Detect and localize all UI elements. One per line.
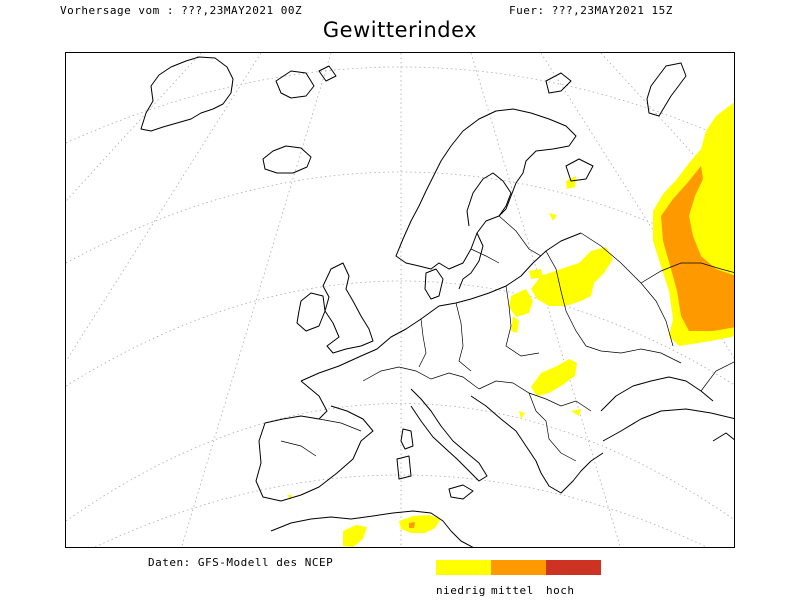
coastlines [140, 56, 734, 547]
storm-area-low-algeria [343, 525, 367, 547]
iberia-coast [255, 380, 374, 502]
storm-area-low-hungary [531, 359, 577, 396]
thunderstorm-areas [287, 102, 734, 547]
forecast-init-label: Vorhersage vom : ???,23MAY2021 00Z [60, 4, 303, 17]
data-source-label: Daten: GFS-Modell des NCEP [148, 556, 334, 569]
balkans-coast [470, 395, 604, 494]
forecast-valid-label: Fuer: ???,23MAY2021 15Z [509, 4, 673, 17]
map-title: Gewitterindex [322, 18, 478, 42]
continent-coast [300, 232, 582, 382]
legend-swatch-high [546, 560, 601, 575]
britain-coast [322, 262, 374, 354]
country-borders [280, 215, 734, 462]
black-sea-coast [602, 408, 734, 442]
italy-coast [410, 388, 488, 482]
legend-label-low: niedrig [436, 584, 486, 597]
legend-label-medium: mittel [491, 584, 534, 597]
legend-label-high: hoch [546, 584, 575, 597]
iceland-coast [262, 145, 312, 174]
thunderstorm-index-map [65, 52, 735, 548]
storm-area-low-poland [531, 247, 613, 306]
scandinavia-coast [395, 108, 577, 270]
ireland-coast [296, 292, 326, 332]
graticule [66, 53, 734, 547]
greenland-coast [140, 56, 234, 132]
storm-area-core-east [667, 206, 734, 306]
legend-swatch-medium [491, 560, 546, 575]
north-africa-coast [270, 510, 474, 547]
denmark-coast [424, 268, 444, 300]
storm-area-low-tunisia [399, 515, 441, 533]
legend-swatch-low [436, 560, 491, 575]
